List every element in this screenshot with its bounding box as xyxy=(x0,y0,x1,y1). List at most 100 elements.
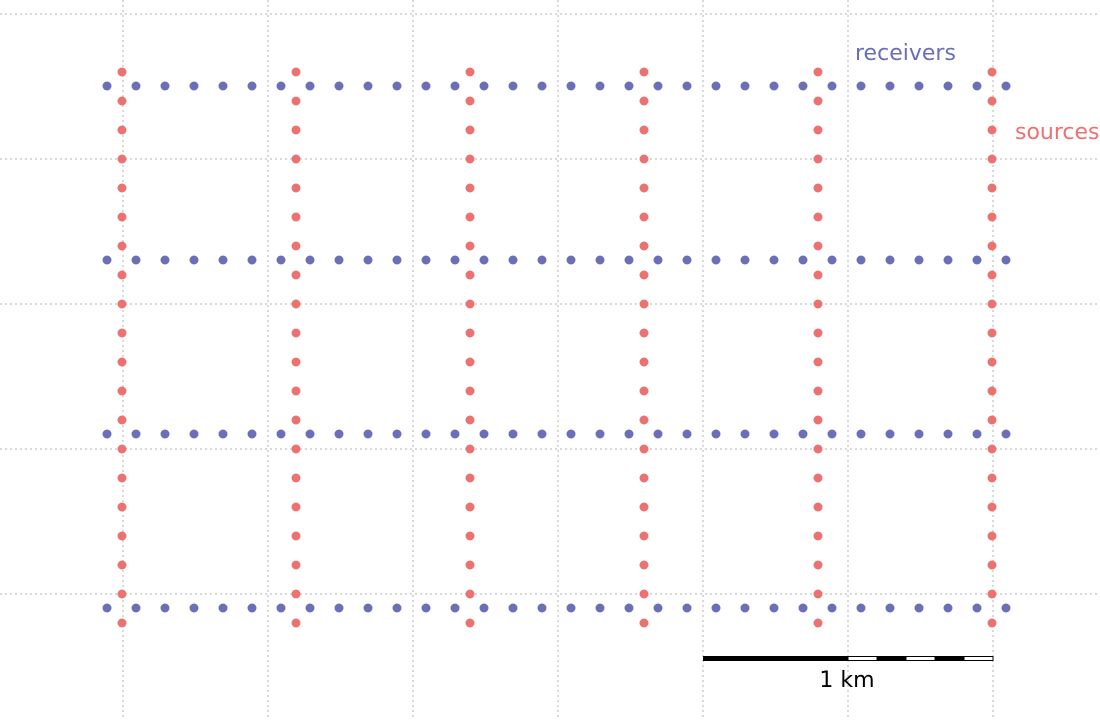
source-point xyxy=(465,386,475,396)
receiver-point xyxy=(914,603,924,613)
receiver-point xyxy=(943,255,953,265)
receiver-point xyxy=(189,429,199,439)
scale-bar-segment xyxy=(905,656,936,661)
source-point xyxy=(291,212,301,222)
source-point xyxy=(987,444,997,454)
receiver-point xyxy=(363,429,373,439)
source-point xyxy=(291,473,301,483)
receiver-point xyxy=(711,81,721,91)
source-point xyxy=(117,96,127,106)
receiver-point xyxy=(740,429,750,439)
receiver-point xyxy=(827,603,837,613)
receiver-point xyxy=(363,603,373,613)
receiver-point xyxy=(1001,81,1011,91)
source-point xyxy=(987,183,997,193)
source-point xyxy=(117,502,127,512)
source-point xyxy=(117,241,127,251)
source-point xyxy=(465,444,475,454)
receiver-point xyxy=(566,429,576,439)
source-point xyxy=(987,386,997,396)
receiver-point xyxy=(450,255,460,265)
receiver-point xyxy=(131,81,141,91)
receiver-point xyxy=(218,429,228,439)
source-point xyxy=(291,415,301,425)
receiver-point xyxy=(798,603,808,613)
receiver-point xyxy=(102,255,112,265)
receiver-point xyxy=(798,429,808,439)
receiver-point xyxy=(1001,255,1011,265)
receiver-points xyxy=(102,81,1011,613)
receiver-point xyxy=(798,255,808,265)
receiver-point xyxy=(914,81,924,91)
receiver-point xyxy=(769,81,779,91)
sources-label: sources xyxy=(1015,120,1100,145)
source-point xyxy=(291,357,301,367)
source-point xyxy=(291,589,301,599)
receiver-point xyxy=(972,255,982,265)
receiver-point xyxy=(305,255,315,265)
receiver-point xyxy=(595,81,605,91)
scale-bar-segment xyxy=(876,656,907,661)
source-point xyxy=(987,618,997,628)
receiver-point xyxy=(885,81,895,91)
receiver-point xyxy=(711,429,721,439)
source-point xyxy=(987,473,997,483)
source-point xyxy=(639,125,649,135)
source-point xyxy=(465,270,475,280)
source-point xyxy=(639,386,649,396)
source-point xyxy=(813,560,823,570)
receiver-point xyxy=(1001,603,1011,613)
receiver-point xyxy=(972,81,982,91)
source-point xyxy=(117,415,127,425)
receiver-point xyxy=(914,429,924,439)
source-point xyxy=(987,415,997,425)
source-point xyxy=(117,386,127,396)
receiver-point xyxy=(450,603,460,613)
scale-bar xyxy=(703,656,994,661)
receiver-point xyxy=(827,255,837,265)
source-point xyxy=(987,270,997,280)
source-point xyxy=(813,270,823,280)
receiver-point xyxy=(305,603,315,613)
source-point xyxy=(813,154,823,164)
receiver-point xyxy=(682,255,692,265)
receiver-point xyxy=(566,603,576,613)
receiver-point xyxy=(334,81,344,91)
source-point xyxy=(117,589,127,599)
source-point xyxy=(639,270,649,280)
receiver-point xyxy=(421,603,431,613)
source-point xyxy=(987,589,997,599)
receiver-point xyxy=(711,603,721,613)
receiver-point xyxy=(218,81,228,91)
receiver-point xyxy=(653,429,663,439)
receiver-point xyxy=(914,255,924,265)
receiver-point xyxy=(856,255,866,265)
source-point xyxy=(813,531,823,541)
receiver-point xyxy=(305,81,315,91)
source-point xyxy=(987,502,997,512)
receiver-point xyxy=(102,429,112,439)
source-point xyxy=(639,96,649,106)
receiver-point xyxy=(189,81,199,91)
receiver-point xyxy=(508,255,518,265)
source-point xyxy=(987,96,997,106)
source-point xyxy=(291,299,301,309)
receiver-point xyxy=(885,255,895,265)
receiver-point xyxy=(856,81,866,91)
receiver-point xyxy=(392,429,402,439)
receiver-point xyxy=(247,603,257,613)
source-point xyxy=(987,212,997,222)
source-point xyxy=(291,618,301,628)
receiver-point xyxy=(624,429,634,439)
source-point xyxy=(813,618,823,628)
receiver-point xyxy=(421,429,431,439)
source-point xyxy=(465,415,475,425)
receiver-point xyxy=(131,603,141,613)
scale-bar-segment xyxy=(963,656,994,661)
receiver-point xyxy=(160,429,170,439)
source-point xyxy=(465,560,475,570)
receiver-point xyxy=(827,81,837,91)
source-point xyxy=(639,357,649,367)
